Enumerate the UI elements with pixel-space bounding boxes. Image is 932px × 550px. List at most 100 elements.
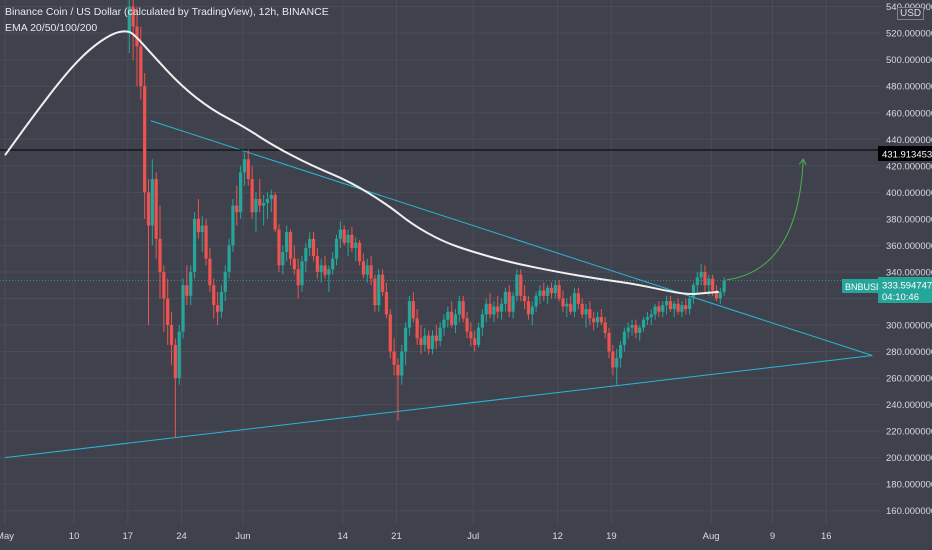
candle-body	[630, 325, 634, 328]
candle-body	[569, 303, 573, 312]
candle-body	[499, 303, 504, 312]
level-price-text: 431.913453	[882, 150, 932, 161]
candle-body	[365, 265, 369, 275]
time-tick-label: 24	[176, 531, 187, 542]
candle-body	[392, 351, 396, 365]
currency-label[interactable]: USD	[897, 7, 925, 20]
candle-body	[150, 179, 154, 226]
candle-body	[626, 327, 630, 332]
candle-body	[173, 344, 177, 379]
candle-body	[227, 245, 231, 272]
candle-body	[162, 271, 166, 299]
candle-body	[388, 314, 392, 352]
candle-body	[668, 301, 673, 310]
price-tick-label: 420.000000	[886, 161, 932, 172]
candle-body	[396, 364, 400, 376]
candle-body	[231, 205, 235, 246]
candle-body	[645, 317, 649, 320]
candle-body	[691, 285, 696, 299]
candle-body	[492, 306, 496, 315]
candle-body	[522, 295, 527, 302]
projection-arrow[interactable]	[726, 159, 804, 281]
candle-body	[450, 311, 454, 326]
candle-body	[204, 225, 208, 259]
time-tick-label: 19	[606, 531, 617, 542]
symbol-tag: BNBUSD	[842, 279, 883, 293]
candle-body	[334, 238, 339, 259]
candle-body	[373, 278, 377, 306]
candle-body	[185, 285, 189, 296]
candle-body	[503, 291, 508, 304]
candle-body	[603, 322, 607, 333]
candle-body	[553, 285, 557, 294]
candle-body	[323, 265, 327, 275]
candle-body	[649, 314, 653, 318]
candle-body	[580, 303, 584, 315]
countdown-text: 04:10:46	[882, 292, 919, 303]
level-price-tag: 431.913453	[878, 146, 932, 161]
candle-body	[380, 274, 385, 292]
time-tick-label: Jul	[467, 531, 479, 542]
price-tick-label: 460.000000	[886, 108, 932, 119]
trendline-ascending	[4, 355, 873, 459]
candle-body	[354, 242, 358, 249]
candle-body	[319, 265, 323, 272]
time-tick-label: 14	[337, 531, 348, 542]
price-tick-label: 260.000000	[886, 374, 932, 385]
candle-body	[618, 344, 623, 359]
candle-body	[258, 198, 262, 206]
candle-body	[442, 319, 446, 328]
candle-body	[465, 318, 469, 332]
candle-body	[549, 287, 554, 294]
candle-body	[599, 317, 603, 323]
candle-body	[192, 218, 197, 272]
candle-body	[350, 234, 354, 249]
price-tick-label: 200.000000	[886, 453, 932, 464]
candle-body	[127, 6, 131, 34]
candle-body	[684, 305, 688, 310]
candle-body	[461, 301, 465, 319]
candle-body	[254, 198, 258, 213]
candle-body	[664, 301, 669, 306]
candle-body	[718, 291, 722, 299]
trendline-descending	[150, 120, 873, 356]
trendlines[interactable]	[4, 120, 873, 459]
time-axis[interactable]	[0, 524, 932, 550]
candle-body	[672, 303, 676, 310]
candle-body	[415, 318, 419, 339]
candle-body	[235, 205, 239, 213]
indicator-legend[interactable]: EMA 20/50/100/200	[5, 22, 98, 34]
candle-body	[641, 319, 646, 328]
price-axis[interactable]	[880, 0, 932, 524]
candle-body	[239, 172, 243, 213]
candle-body	[384, 291, 389, 315]
candle-body	[265, 198, 270, 203]
price-tick-label: 240.000000	[886, 400, 932, 411]
price-tick-label: 440.000000	[886, 135, 932, 146]
candle-body	[480, 314, 484, 328]
candle-body	[484, 303, 488, 315]
candle-body	[496, 306, 500, 312]
candle-body	[177, 331, 181, 379]
candle-body	[189, 271, 193, 296]
candle-body	[661, 305, 665, 312]
plot-background	[0, 0, 880, 524]
candle-body	[146, 192, 151, 226]
candle-body	[404, 327, 408, 352]
candle-body	[434, 335, 438, 341]
candle-body	[688, 298, 692, 310]
candle-body	[292, 258, 296, 270]
candle-body	[519, 274, 523, 296]
candle-body	[446, 311, 450, 320]
price-tick-label: 280.000000	[886, 347, 932, 358]
candle-body	[212, 285, 216, 306]
candle-body	[488, 303, 492, 315]
candle-body	[419, 338, 423, 345]
candle-body	[269, 195, 273, 199]
ema-line[interactable]	[4, 30, 719, 296]
candle-body	[507, 291, 511, 312]
candle-body	[304, 248, 308, 262]
candle-body	[411, 301, 415, 319]
